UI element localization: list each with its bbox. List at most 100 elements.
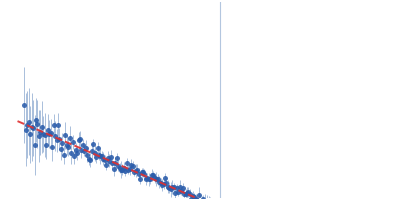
Point xyxy=(68,152,74,155)
Point xyxy=(204,199,211,200)
Point xyxy=(81,149,88,152)
Point xyxy=(37,131,44,134)
Point xyxy=(77,138,83,141)
Point xyxy=(147,177,154,181)
Point xyxy=(130,164,136,167)
Point xyxy=(108,155,114,158)
Point xyxy=(100,157,107,160)
Point xyxy=(165,185,171,188)
Point xyxy=(93,155,99,159)
Point xyxy=(26,120,32,123)
Point xyxy=(30,126,36,129)
Point xyxy=(92,152,98,155)
Point xyxy=(44,128,51,132)
Point xyxy=(64,143,70,146)
Point xyxy=(48,132,54,135)
Point xyxy=(106,159,112,163)
Point xyxy=(52,135,58,138)
Point xyxy=(74,151,80,154)
Point xyxy=(99,155,105,158)
Point xyxy=(115,164,121,167)
Point xyxy=(184,192,190,195)
Point xyxy=(140,171,146,174)
Point xyxy=(187,192,193,195)
Point xyxy=(182,192,189,196)
Point xyxy=(152,177,158,180)
Point xyxy=(87,159,94,162)
Point xyxy=(66,136,73,139)
Point xyxy=(162,177,168,180)
Point xyxy=(185,190,192,193)
Point xyxy=(124,162,130,165)
Point xyxy=(31,143,38,146)
Point xyxy=(58,147,64,150)
Point xyxy=(55,124,61,127)
Point xyxy=(61,153,67,156)
Point xyxy=(176,185,183,189)
Point xyxy=(78,149,85,152)
Point xyxy=(163,181,170,184)
Point xyxy=(153,178,159,181)
Point xyxy=(39,126,45,129)
Point xyxy=(102,158,108,161)
Point xyxy=(62,134,68,137)
Point xyxy=(83,146,89,149)
Point xyxy=(33,118,39,121)
Point xyxy=(132,169,139,172)
Point xyxy=(138,171,145,174)
Point xyxy=(196,193,202,196)
Point xyxy=(122,170,129,173)
Point xyxy=(179,186,186,189)
Point xyxy=(127,167,133,171)
Point xyxy=(59,141,66,144)
Point xyxy=(72,148,79,151)
Point xyxy=(42,133,48,136)
Point xyxy=(174,187,180,190)
Point xyxy=(160,182,167,186)
Point xyxy=(146,178,152,181)
Point xyxy=(75,138,82,142)
Point xyxy=(65,146,72,149)
Point xyxy=(53,139,60,142)
Point xyxy=(24,123,30,127)
Point xyxy=(150,173,156,177)
Point xyxy=(116,166,123,170)
Point xyxy=(56,138,63,141)
Point xyxy=(97,155,104,158)
Point xyxy=(70,140,76,144)
Point xyxy=(84,153,90,156)
Point xyxy=(131,170,138,174)
Point xyxy=(40,133,46,136)
Point xyxy=(27,133,33,136)
Point xyxy=(168,188,174,191)
Point xyxy=(194,198,200,200)
Point xyxy=(178,189,184,193)
Point xyxy=(125,168,132,171)
Point xyxy=(190,194,196,198)
Point xyxy=(114,156,120,159)
Point xyxy=(144,176,150,179)
Point xyxy=(46,132,52,135)
Point xyxy=(137,178,143,181)
Point xyxy=(188,197,194,200)
Point xyxy=(170,186,177,189)
Point xyxy=(21,104,28,107)
Point xyxy=(134,169,140,172)
Point xyxy=(86,158,92,161)
Point xyxy=(181,192,187,195)
Point xyxy=(49,145,55,148)
Point xyxy=(43,143,50,146)
Point xyxy=(191,195,198,199)
Point xyxy=(103,163,110,166)
Point xyxy=(88,150,95,153)
Point xyxy=(154,178,161,181)
Point xyxy=(112,162,118,165)
Point xyxy=(200,198,206,200)
Point xyxy=(166,186,172,189)
Point xyxy=(71,155,77,158)
Point xyxy=(172,191,178,194)
Point xyxy=(109,162,116,165)
Point xyxy=(90,142,96,146)
Point xyxy=(34,123,41,126)
Point xyxy=(94,146,101,149)
